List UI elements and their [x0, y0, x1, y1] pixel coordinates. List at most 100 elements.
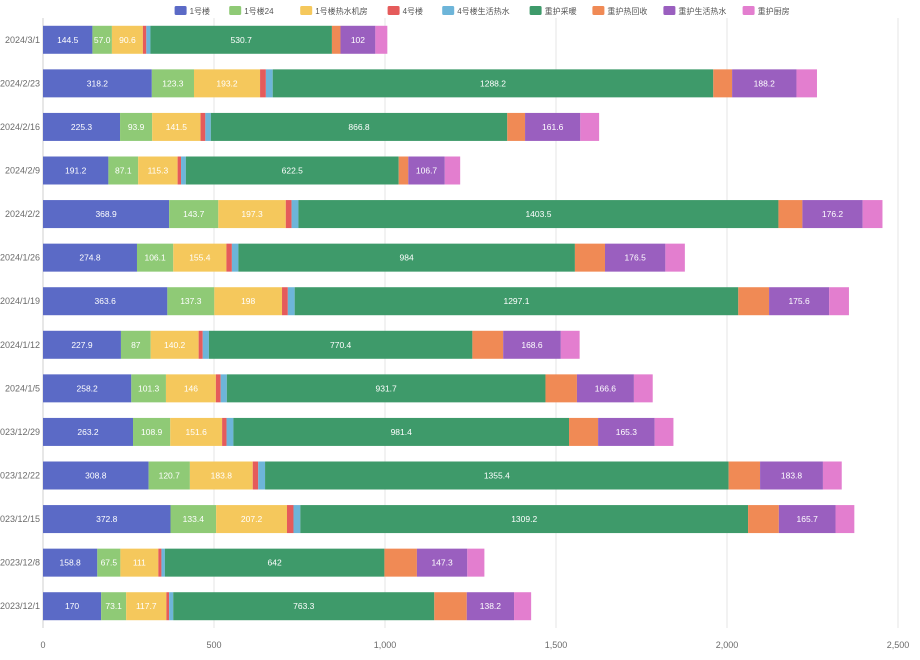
bar-segment[interactable]	[576, 374, 634, 403]
bar-segment[interactable]	[208, 330, 473, 359]
bar-segment[interactable]	[198, 330, 203, 359]
bar-segment[interactable]	[43, 25, 93, 54]
bar-segment[interactable]	[560, 330, 580, 359]
bar-segment[interactable]	[732, 69, 797, 98]
bar-segment[interactable]	[215, 374, 221, 403]
bar-segment[interactable]	[598, 417, 655, 446]
bar-segment[interactable]	[226, 374, 546, 403]
legend-item-label[interactable]: 4号楼生活热水	[457, 6, 509, 16]
bar-segment[interactable]	[152, 112, 201, 141]
bar-segment[interactable]	[444, 156, 461, 185]
bar-segment[interactable]	[193, 69, 261, 98]
bar-segment[interactable]	[164, 548, 385, 577]
bar-segment[interactable]	[170, 417, 223, 446]
bar-segment[interactable]	[169, 592, 174, 621]
legend-item-label[interactable]: 重护生活热水	[678, 6, 726, 16]
bar-segment[interactable]	[169, 200, 219, 229]
bar-segment[interactable]	[507, 112, 526, 141]
bar-segment[interactable]	[43, 417, 134, 446]
bar-segment[interactable]	[43, 505, 171, 534]
bar-segment[interactable]	[569, 417, 599, 446]
bar-segment[interactable]	[43, 374, 132, 403]
bar-segment[interactable]	[161, 548, 165, 577]
bar-segment[interactable]	[408, 156, 445, 185]
bar-segment[interactable]	[238, 243, 575, 272]
bar-segment[interactable]	[158, 548, 162, 577]
bar-segment[interactable]	[131, 374, 166, 403]
bar-segment[interactable]	[472, 330, 504, 359]
bar-segment[interactable]	[580, 112, 600, 141]
bar-segment[interactable]	[298, 200, 779, 229]
legend-item-label[interactable]: 1号楼24	[244, 6, 274, 16]
bar-segment[interactable]	[738, 287, 770, 316]
bar-segment[interactable]	[92, 25, 112, 54]
bar-segment[interactable]	[272, 69, 714, 98]
bar-segment[interactable]	[416, 548, 468, 577]
bar-segment[interactable]	[120, 548, 159, 577]
bar-segment[interactable]	[108, 156, 139, 185]
bar-segment[interactable]	[331, 25, 341, 54]
bar-segment[interactable]	[165, 374, 216, 403]
bar-segment[interactable]	[265, 69, 273, 98]
bar-segment[interactable]	[258, 461, 266, 490]
bar-segment[interactable]	[231, 243, 239, 272]
legend-swatch[interactable]	[387, 6, 400, 15]
bar-segment[interactable]	[151, 69, 194, 98]
bar-segment[interactable]	[748, 505, 779, 534]
legend-item-label[interactable]: 4号楼	[403, 6, 423, 16]
legend-swatch[interactable]	[300, 6, 313, 15]
bar-segment[interactable]	[574, 243, 606, 272]
bar-segment[interactable]	[43, 461, 149, 490]
bar-segment[interactable]	[286, 505, 294, 534]
bar-segment[interactable]	[43, 287, 168, 316]
legend-swatch[interactable]	[174, 6, 187, 15]
bar-segment[interactable]	[434, 592, 467, 621]
bar-segment[interactable]	[43, 156, 109, 185]
legend-swatch[interactable]	[529, 6, 542, 15]
bar-segment[interactable]	[728, 461, 761, 490]
legend-item-label[interactable]: 1号楼	[190, 6, 210, 16]
bar-segment[interactable]	[120, 330, 151, 359]
bar-segment[interactable]	[101, 592, 127, 621]
bar-segment[interactable]	[778, 505, 836, 534]
bar-segment[interactable]	[467, 548, 485, 577]
legend-swatch[interactable]	[592, 6, 605, 15]
bar-segment[interactable]	[133, 417, 171, 446]
bar-segment[interactable]	[120, 112, 153, 141]
bar-segment[interactable]	[293, 505, 301, 534]
legend-swatch[interactable]	[742, 6, 755, 15]
bar-segment[interactable]	[214, 287, 283, 316]
bar-segment[interactable]	[43, 243, 137, 272]
bar-segment[interactable]	[189, 461, 253, 490]
bar-segment[interactable]	[294, 287, 739, 316]
bar-segment[interactable]	[835, 505, 855, 534]
bar-segment[interactable]	[43, 330, 121, 359]
bar-segment[interactable]	[210, 112, 508, 141]
bar-segment[interactable]	[202, 330, 209, 359]
bar-segment[interactable]	[260, 69, 266, 98]
bar-segment[interactable]	[216, 505, 287, 534]
bar-segment[interactable]	[760, 461, 823, 490]
legend-swatch[interactable]	[442, 6, 455, 15]
bar-segment[interactable]	[503, 330, 561, 359]
bar-segment[interactable]	[285, 200, 292, 229]
bar-segment[interactable]	[43, 592, 102, 621]
bar-segment[interactable]	[136, 243, 174, 272]
bar-segment[interactable]	[226, 243, 232, 272]
bar-segment[interactable]	[778, 200, 803, 229]
legend-item-label[interactable]: 1号楼热水机房	[315, 6, 367, 16]
bar-segment[interactable]	[300, 505, 749, 534]
bar-segment[interactable]	[185, 156, 399, 185]
bar-segment[interactable]	[398, 156, 409, 185]
legend-swatch[interactable]	[663, 6, 676, 15]
bar-segment[interactable]	[340, 25, 376, 54]
legend-item-label[interactable]: 重护厨房	[758, 6, 790, 16]
bar-segment[interactable]	[167, 287, 215, 316]
bar-segment[interactable]	[466, 592, 515, 621]
bar-segment[interactable]	[605, 243, 666, 272]
legend-item-label[interactable]: 重护采暖	[545, 6, 577, 16]
bar-segment[interactable]	[654, 417, 674, 446]
bar-segment[interactable]	[226, 417, 234, 446]
bar-segment[interactable]	[146, 25, 151, 54]
bar-segment[interactable]	[822, 461, 842, 490]
